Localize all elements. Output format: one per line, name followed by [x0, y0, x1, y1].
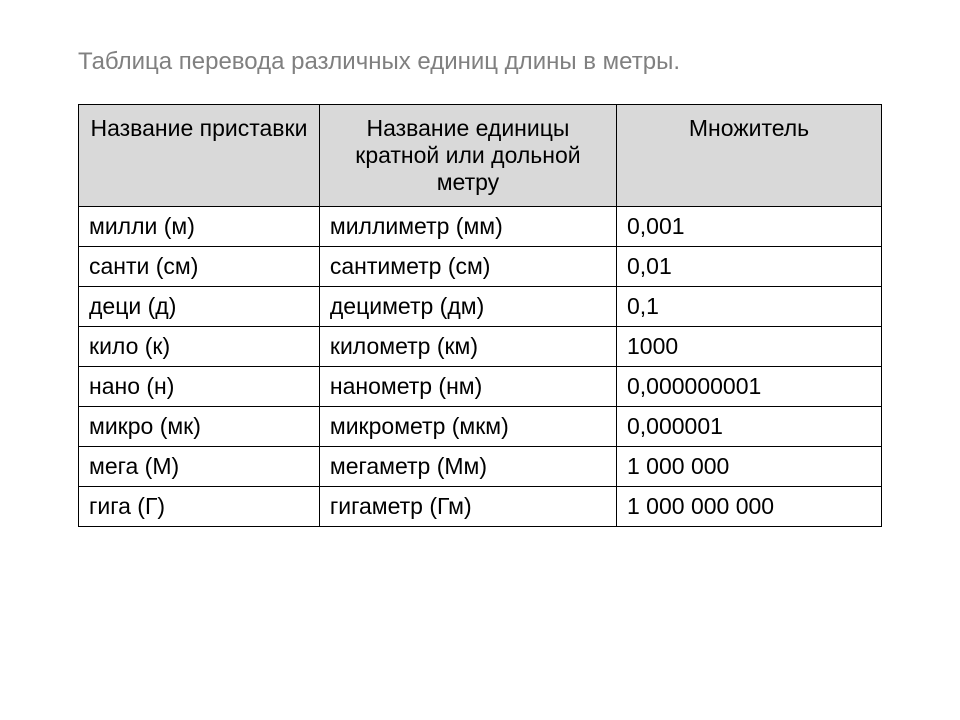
cell-multiplier: 0,01 [617, 247, 882, 287]
col-header-multiplier: Множитель [617, 105, 882, 207]
table-header-row: Название приставки Название единицы крат… [79, 105, 882, 207]
col-header-unit: Название единицы кратной или дольной мет… [319, 105, 616, 207]
cell-multiplier: 0,000001 [617, 407, 882, 447]
cell-multiplier: 0,000000001 [617, 367, 882, 407]
table-row: микро (мк) микрометр (мкм) 0,000001 [79, 407, 882, 447]
page-title: Таблица перевода различных единиц длины … [78, 48, 882, 76]
cell-unit: мегаметр (Мм) [319, 447, 616, 487]
cell-unit: сантиметр (см) [319, 247, 616, 287]
cell-prefix: милли (м) [79, 207, 320, 247]
cell-multiplier: 0,001 [617, 207, 882, 247]
cell-prefix: микро (мк) [79, 407, 320, 447]
table-row: кило (к) километр (км) 1000 [79, 327, 882, 367]
cell-multiplier: 0,1 [617, 287, 882, 327]
cell-unit: гигаметр (Гм) [319, 487, 616, 527]
cell-prefix: санти (см) [79, 247, 320, 287]
cell-unit: миллиметр (мм) [319, 207, 616, 247]
table-row: мега (М) мегаметр (Мм) 1 000 000 [79, 447, 882, 487]
table-row: деци (д) дециметр (дм) 0,1 [79, 287, 882, 327]
cell-prefix: кило (к) [79, 327, 320, 367]
table-row: санти (см) сантиметр (см) 0,01 [79, 247, 882, 287]
cell-prefix: нано (н) [79, 367, 320, 407]
cell-unit: нанометр (нм) [319, 367, 616, 407]
cell-unit: дециметр (дм) [319, 287, 616, 327]
conversion-table: Название приставки Название единицы крат… [78, 104, 882, 527]
cell-prefix: деци (д) [79, 287, 320, 327]
cell-multiplier: 1000 [617, 327, 882, 367]
cell-unit: микрометр (мкм) [319, 407, 616, 447]
table-row: гига (Г) гигаметр (Гм) 1 000 000 000 [79, 487, 882, 527]
cell-unit: километр (км) [319, 327, 616, 367]
table-row: милли (м) миллиметр (мм) 0,001 [79, 207, 882, 247]
cell-prefix: гига (Г) [79, 487, 320, 527]
cell-multiplier: 1 000 000 000 [617, 487, 882, 527]
table-row: нано (н) нанометр (нм) 0,000000001 [79, 367, 882, 407]
col-header-prefix: Название приставки [79, 105, 320, 207]
cell-multiplier: 1 000 000 [617, 447, 882, 487]
cell-prefix: мега (М) [79, 447, 320, 487]
